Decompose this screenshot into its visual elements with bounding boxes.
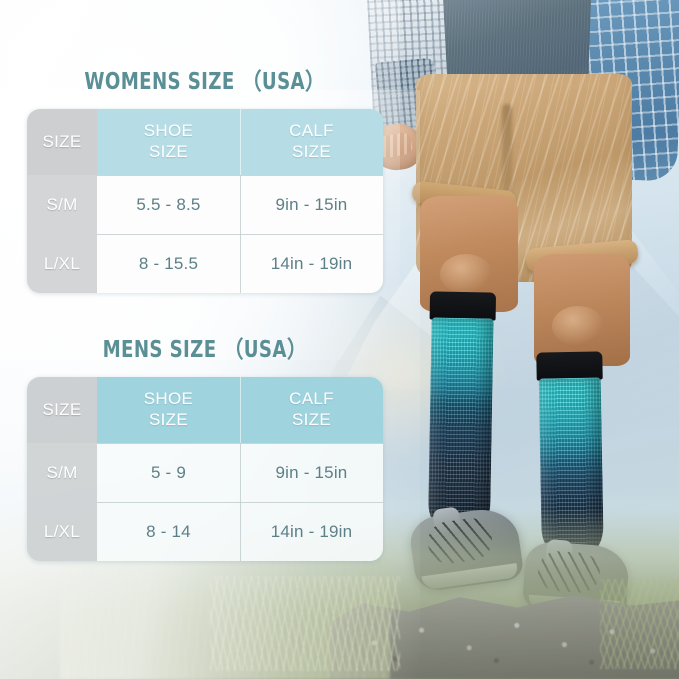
sock-cuff bbox=[429, 291, 497, 321]
row-size-label: S/M bbox=[27, 175, 97, 234]
header-calf-size: CALF SIZE bbox=[240, 377, 383, 443]
grass-center bbox=[210, 576, 400, 671]
hiker-figure bbox=[366, 0, 679, 618]
header-shoe-size: SHOE SIZE bbox=[97, 109, 240, 175]
row-calf-size: 14in - 19in bbox=[240, 234, 383, 293]
row-calf-size: 14in - 19in bbox=[240, 502, 383, 561]
header-calf-line1: CALF bbox=[289, 121, 334, 141]
header-shoe-size: SHOE SIZE bbox=[97, 377, 240, 443]
table-row: S/M 5.5 - 8.5 9in - 15in bbox=[27, 175, 383, 234]
grass-right bbox=[600, 579, 679, 669]
header-calf-line1: CALF bbox=[289, 389, 334, 409]
row-size-label: S/M bbox=[27, 443, 97, 502]
womens-size-chart: WOMENS SIZE （USA） SIZE SHOE SIZE CALF SI… bbox=[0, 62, 410, 293]
womens-chart-title: WOMENS SIZE （USA） bbox=[84, 69, 326, 95]
row-shoe-size: 8 - 15.5 bbox=[97, 234, 240, 293]
row-size-label: L/XL bbox=[27, 234, 97, 293]
knee-highlight bbox=[440, 254, 492, 294]
compression-sock-left bbox=[426, 291, 497, 529]
header-shoe-line2: SIZE bbox=[149, 142, 188, 161]
sock-cuff bbox=[536, 351, 603, 381]
mens-chart-title: MENS SIZE （USA） bbox=[102, 337, 308, 363]
header-shoe-line2: SIZE bbox=[149, 410, 188, 429]
knee-highlight bbox=[552, 306, 604, 346]
header-size: SIZE bbox=[27, 377, 97, 443]
right-leg-thigh bbox=[534, 254, 630, 366]
table-row: L/XL 8 - 15.5 14in - 19in bbox=[27, 234, 383, 293]
header-calf-size: CALF SIZE bbox=[240, 109, 383, 175]
header-shoe-line1: SHOE bbox=[143, 121, 194, 141]
row-shoe-size: 5.5 - 8.5 bbox=[97, 175, 240, 234]
womens-size-table: SIZE SHOE SIZE CALF SIZE S/M 5.5 - 8.5 9… bbox=[27, 109, 383, 293]
header-shoe-line1: SHOE bbox=[143, 389, 194, 409]
row-calf-size: 9in - 15in bbox=[240, 443, 383, 502]
shorts-inseam-shadow bbox=[502, 104, 512, 212]
table-row: L/XL 8 - 14 14in - 19in bbox=[27, 502, 383, 561]
mens-size-table: SIZE SHOE SIZE CALF SIZE S/M 5 - 9 9in -… bbox=[27, 377, 383, 561]
table-header-row: SIZE SHOE SIZE CALF SIZE bbox=[27, 109, 383, 175]
table-row: S/M 5 - 9 9in - 15in bbox=[27, 443, 383, 502]
header-calf-line2: SIZE bbox=[292, 142, 331, 161]
sock-striped-body bbox=[427, 317, 494, 529]
table-header-row: SIZE SHOE SIZE CALF SIZE bbox=[27, 377, 383, 443]
header-size: SIZE bbox=[27, 109, 97, 175]
header-calf-line2: SIZE bbox=[292, 410, 331, 429]
row-shoe-size: 5 - 9 bbox=[97, 443, 240, 502]
row-size-label: L/XL bbox=[27, 502, 97, 561]
row-shoe-size: 8 - 14 bbox=[97, 502, 240, 561]
row-calf-size: 9in - 15in bbox=[240, 175, 383, 234]
mens-size-chart: MENS SIZE （USA） SIZE SHOE SIZE CALF SIZE… bbox=[0, 330, 410, 561]
